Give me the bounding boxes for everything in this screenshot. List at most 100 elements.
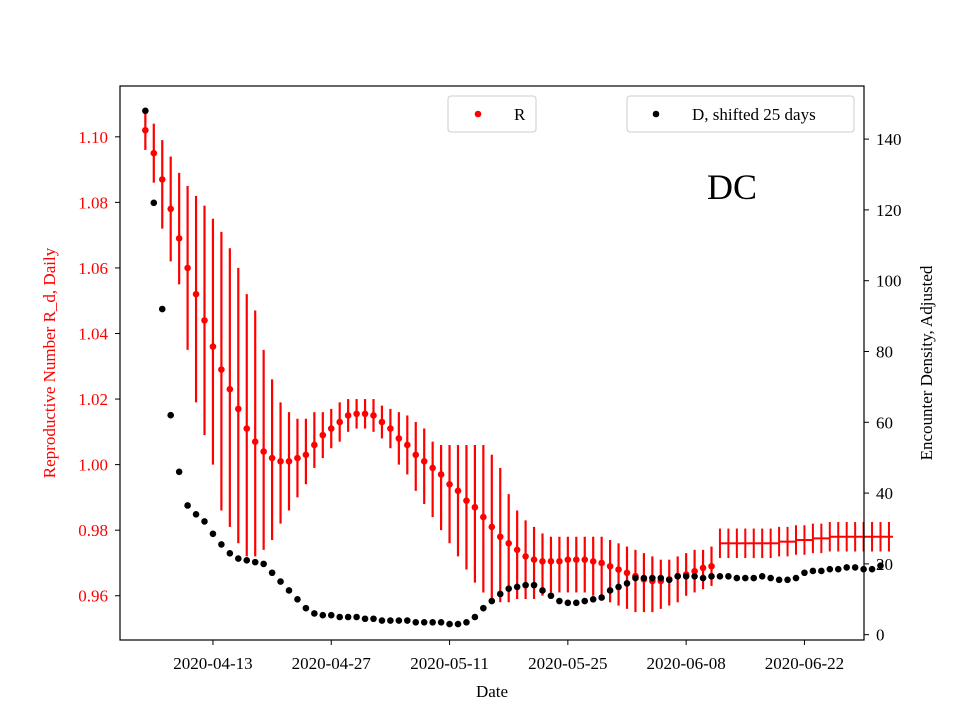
d-point (429, 619, 436, 626)
d-point (539, 587, 546, 594)
y-left-tick-label: 1.10 (78, 128, 108, 147)
r-point (175, 235, 183, 242)
d-point (226, 549, 234, 557)
d-point (412, 619, 420, 626)
d-point (268, 569, 276, 577)
r-point (547, 558, 555, 565)
y-right-tick-label: 20 (876, 555, 893, 574)
region-annotation: DC (707, 167, 757, 207)
d-point (361, 615, 369, 623)
d-point (598, 594, 605, 601)
r-point (581, 556, 589, 563)
d-point (142, 107, 149, 115)
d-point (235, 555, 242, 562)
r-point (480, 513, 487, 521)
d-point (615, 583, 622, 591)
y-left-tick-label: 1.02 (78, 390, 108, 409)
d-point (251, 558, 259, 566)
d-point (623, 580, 631, 587)
d-point (277, 578, 284, 585)
r-point (606, 562, 614, 570)
d-point (395, 617, 403, 624)
r-point (691, 567, 698, 575)
y-left-axis-ticks: 0.96 0.98 1.00 1.02 1.04 1.06 1.08 1.10 (78, 128, 120, 606)
d-point (708, 572, 715, 580)
d-point (674, 572, 681, 580)
r-point (530, 556, 538, 563)
r-point (277, 458, 284, 465)
r-point (294, 454, 301, 462)
d-point (665, 576, 673, 584)
d-point (420, 619, 428, 626)
d-point (699, 574, 707, 582)
r-point (150, 149, 158, 157)
y-left-tick-label: 1.04 (78, 324, 108, 343)
d-point (868, 565, 876, 573)
x-tick-label: 2020-04-27 (292, 654, 372, 673)
d-point (522, 581, 529, 589)
y-left-tick-label: 1.06 (78, 259, 108, 278)
r-point (598, 559, 605, 567)
r-point (192, 290, 200, 298)
r-point (437, 471, 445, 478)
d-point (505, 585, 512, 592)
r-point (319, 431, 327, 439)
d-point (877, 562, 884, 569)
r-point (142, 126, 149, 134)
d-point (547, 592, 555, 600)
legend-d-box (626, 95, 855, 133)
d-point (640, 574, 648, 582)
r-point (285, 458, 293, 465)
d-point (378, 617, 386, 624)
d-point (192, 511, 200, 518)
r-point (353, 410, 360, 418)
y-left-tick-label: 0.96 (78, 587, 108, 606)
r-point (539, 558, 546, 565)
d-point (243, 557, 251, 564)
r-point (429, 464, 436, 472)
x-tick-label: 2020-04-13 (173, 654, 252, 673)
d-point (775, 576, 783, 584)
r-point (471, 503, 479, 511)
r-point (420, 458, 428, 465)
y-right-axis-label: Encounter Density, Adjusted (917, 265, 936, 460)
d-point (725, 572, 732, 580)
r-point (378, 418, 386, 426)
r-point (226, 385, 234, 393)
r-point (251, 438, 259, 445)
d-point (733, 574, 741, 582)
d-point (175, 468, 183, 476)
legend-d-marker (652, 110, 660, 118)
r-point (302, 451, 310, 459)
x-tick-label: 2020-06-08 (646, 654, 725, 673)
d-point (564, 599, 572, 607)
plot-frame (119, 85, 865, 641)
d-point (682, 572, 690, 580)
r-point (184, 264, 191, 272)
r-point (699, 564, 707, 572)
d-point (843, 564, 850, 571)
d-point (573, 599, 580, 607)
r-point (370, 412, 377, 419)
r-point (336, 418, 344, 426)
d-point (716, 572, 724, 580)
d-point (480, 604, 487, 612)
d-point (758, 572, 766, 580)
y-left-tick-label: 0.98 (78, 521, 108, 540)
d-point (834, 565, 842, 573)
d-point (302, 604, 310, 612)
d-point (649, 574, 656, 582)
d-point (818, 567, 825, 575)
d-points (142, 107, 884, 628)
d-point (657, 574, 665, 582)
d-point (488, 597, 496, 605)
d-point (767, 574, 774, 582)
d-point (606, 587, 614, 594)
d-point (260, 560, 267, 568)
r-point (344, 412, 352, 419)
r-point (260, 448, 267, 455)
d-point (209, 530, 217, 538)
d-point (750, 574, 758, 582)
r-point (158, 176, 166, 183)
r-point (218, 366, 225, 373)
